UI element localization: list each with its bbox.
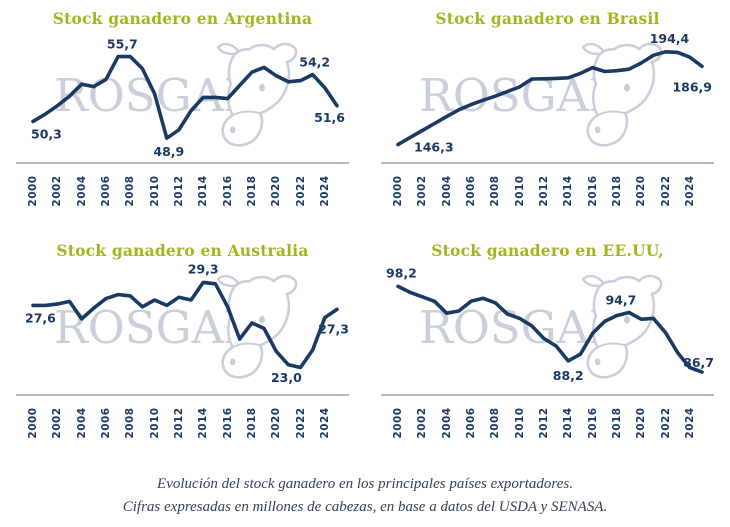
data-point-label: 186,9 bbox=[672, 79, 712, 94]
x-tick-label: 2008 bbox=[489, 175, 502, 207]
chart-title-brasil: Stock ganadero en Brasil bbox=[435, 9, 660, 28]
x-tick-label: 2002 bbox=[51, 407, 64, 439]
plot-area-australia: ROSGAN 27,6 29,3 23,0 27,3 bbox=[0, 261, 365, 401]
chart-title-argentina: Stock ganadero en Argentina bbox=[52, 9, 313, 28]
x-tick-label: 2022 bbox=[294, 407, 307, 439]
x-tick-label: 2002 bbox=[416, 175, 429, 207]
x-axis-labels: 2000 2002 2004 2006 2008 2010 2012 2014 2016 2018… bbox=[0, 169, 365, 217]
x-tick-label: 2014 bbox=[562, 175, 575, 207]
x-tick-label: 2002 bbox=[416, 407, 429, 439]
x-tick-label: 2010 bbox=[513, 407, 526, 439]
chart-title-australia: Stock ganadero en Australia bbox=[56, 241, 309, 260]
chart-australia: Stock ganadero en Australia ROSGAN 27,6 2… bbox=[0, 232, 365, 464]
line-chart-svg-argentina: 50,3 55,7 48,9 54,2 51,6 bbox=[16, 37, 349, 164]
plot-area-brasil: ROSGAN 146,3 194,4 186,9 bbox=[365, 29, 730, 169]
x-tick-label: 2006 bbox=[99, 175, 112, 207]
x-tick-label: 2012 bbox=[537, 175, 550, 207]
x-tick-label: 2022 bbox=[659, 407, 672, 439]
x-axis-labels: 2000 2002 2004 2006 2008 2010 2012 2014 2016 2018… bbox=[365, 401, 730, 449]
x-tick-label: 2004 bbox=[75, 175, 88, 207]
x-tick-label: 2018 bbox=[610, 175, 623, 207]
x-tick-label: 2010 bbox=[513, 175, 526, 207]
data-point-label: 86,7 bbox=[683, 355, 714, 370]
chart-argentina: Stock ganadero en Argentina ROSGAN 50,3 5… bbox=[0, 0, 365, 232]
x-tick-label: 2022 bbox=[294, 175, 307, 207]
data-point-label: 88,2 bbox=[553, 368, 584, 383]
data-point-label: 194,4 bbox=[650, 31, 690, 46]
x-tick-label: 2020 bbox=[270, 175, 283, 207]
data-point-label: 51,6 bbox=[314, 110, 345, 125]
data-point-label: 48,9 bbox=[153, 144, 184, 159]
x-tick-label: 2008 bbox=[124, 407, 137, 439]
data-point-label: 27,3 bbox=[318, 321, 349, 336]
x-tick-label: 2024 bbox=[318, 175, 331, 207]
x-tick-label: 2014 bbox=[197, 175, 210, 207]
x-tick-label: 2022 bbox=[659, 175, 672, 207]
charts-grid: Stock ganadero en Argentina ROSGAN 50,3 5… bbox=[0, 0, 730, 464]
x-tick-label: 2006 bbox=[99, 407, 112, 439]
chart-eeuu: Stock ganadero en EE.UU, ROSGAN 98,2 88,2… bbox=[365, 232, 730, 464]
chart-brasil: Stock ganadero en Brasil ROSGAN 146,3 194… bbox=[365, 0, 730, 232]
data-point-label: 23,0 bbox=[271, 370, 302, 385]
data-point-label: 27,6 bbox=[25, 310, 56, 325]
data-point-label: 94,7 bbox=[605, 293, 636, 308]
x-tick-label: 2000 bbox=[392, 407, 404, 439]
x-tick-label: 2018 bbox=[245, 407, 258, 439]
x-tick-label: 2004 bbox=[440, 175, 453, 207]
line-chart-svg-brasil: 146,3 194,4 186,9 bbox=[381, 31, 714, 164]
data-line bbox=[396, 284, 704, 374]
x-tick-label: 2024 bbox=[318, 407, 331, 439]
x-axis-labels: 2000 2002 2004 2006 2008 2010 2012 2014 2016 2018… bbox=[365, 169, 730, 217]
x-tick-label: 2014 bbox=[562, 407, 575, 439]
footer-line-1: Evolución del stock ganadero en los prin… bbox=[157, 476, 573, 492]
line-chart-svg-eeuu: 98,2 88,2 94,7 86,7 bbox=[381, 265, 714, 396]
x-tick-label: 2000 bbox=[27, 175, 39, 207]
footer-caption: Evolución del stock ganadero en los prin… bbox=[0, 473, 730, 518]
x-tick-label: 2024 bbox=[683, 175, 696, 207]
data-point-label: 55,7 bbox=[107, 37, 138, 52]
x-tick-label: 2004 bbox=[440, 407, 453, 439]
x-tick-label: 2020 bbox=[635, 407, 648, 439]
x-tick-label: 2004 bbox=[75, 407, 88, 439]
data-line bbox=[396, 49, 704, 147]
x-tick-label: 2008 bbox=[489, 407, 502, 439]
x-tick-label: 2006 bbox=[464, 407, 477, 439]
x-tick-label: 2016 bbox=[221, 175, 234, 207]
x-tick-label: 2012 bbox=[172, 175, 185, 207]
chart-title-eeuu: Stock ganadero en EE.UU, bbox=[431, 241, 664, 260]
x-tick-label: 2024 bbox=[683, 407, 696, 439]
x-tick-label: 2010 bbox=[148, 175, 161, 207]
plot-area-argentina: ROSGAN 50,3 55,7 48,9 54,2 51,6 bbox=[0, 29, 365, 169]
data-line bbox=[31, 280, 339, 370]
data-point-label: 29,3 bbox=[188, 261, 219, 276]
x-tick-label: 2014 bbox=[197, 407, 210, 439]
x-tick-label: 2012 bbox=[537, 407, 550, 439]
x-tick-label: 2018 bbox=[245, 175, 258, 207]
x-tick-label: 2008 bbox=[124, 175, 137, 207]
x-tick-label: 2000 bbox=[27, 407, 39, 439]
data-point-label: 98,2 bbox=[386, 265, 417, 280]
x-tick-label: 2020 bbox=[635, 175, 648, 207]
x-tick-label: 2016 bbox=[586, 407, 599, 439]
x-axis-labels: 2000 2002 2004 2006 2008 2010 2012 2014 2016 2018… bbox=[0, 401, 365, 449]
footer-line-2: Cifras expresadas en millones de cabezas… bbox=[122, 498, 608, 515]
data-point-label: 146,3 bbox=[414, 140, 454, 155]
x-tick-label: 2006 bbox=[464, 175, 477, 207]
line-chart-svg-australia: 27,6 29,3 23,0 27,3 bbox=[16, 261, 349, 396]
data-line bbox=[31, 54, 339, 140]
x-tick-label: 2020 bbox=[270, 407, 283, 439]
x-tick-label: 2018 bbox=[610, 407, 623, 439]
x-tick-label: 2000 bbox=[392, 175, 404, 207]
x-tick-label: 2010 bbox=[148, 407, 161, 439]
x-tick-label: 2016 bbox=[221, 407, 234, 439]
plot-area-eeuu: ROSGAN 98,2 88,2 94,7 86,7 bbox=[365, 261, 730, 401]
data-point-label: 50,3 bbox=[31, 126, 62, 141]
x-tick-label: 2002 bbox=[51, 175, 64, 207]
data-point-label: 54,2 bbox=[299, 55, 330, 70]
x-tick-label: 2016 bbox=[586, 175, 599, 207]
x-tick-label: 2012 bbox=[172, 407, 185, 439]
